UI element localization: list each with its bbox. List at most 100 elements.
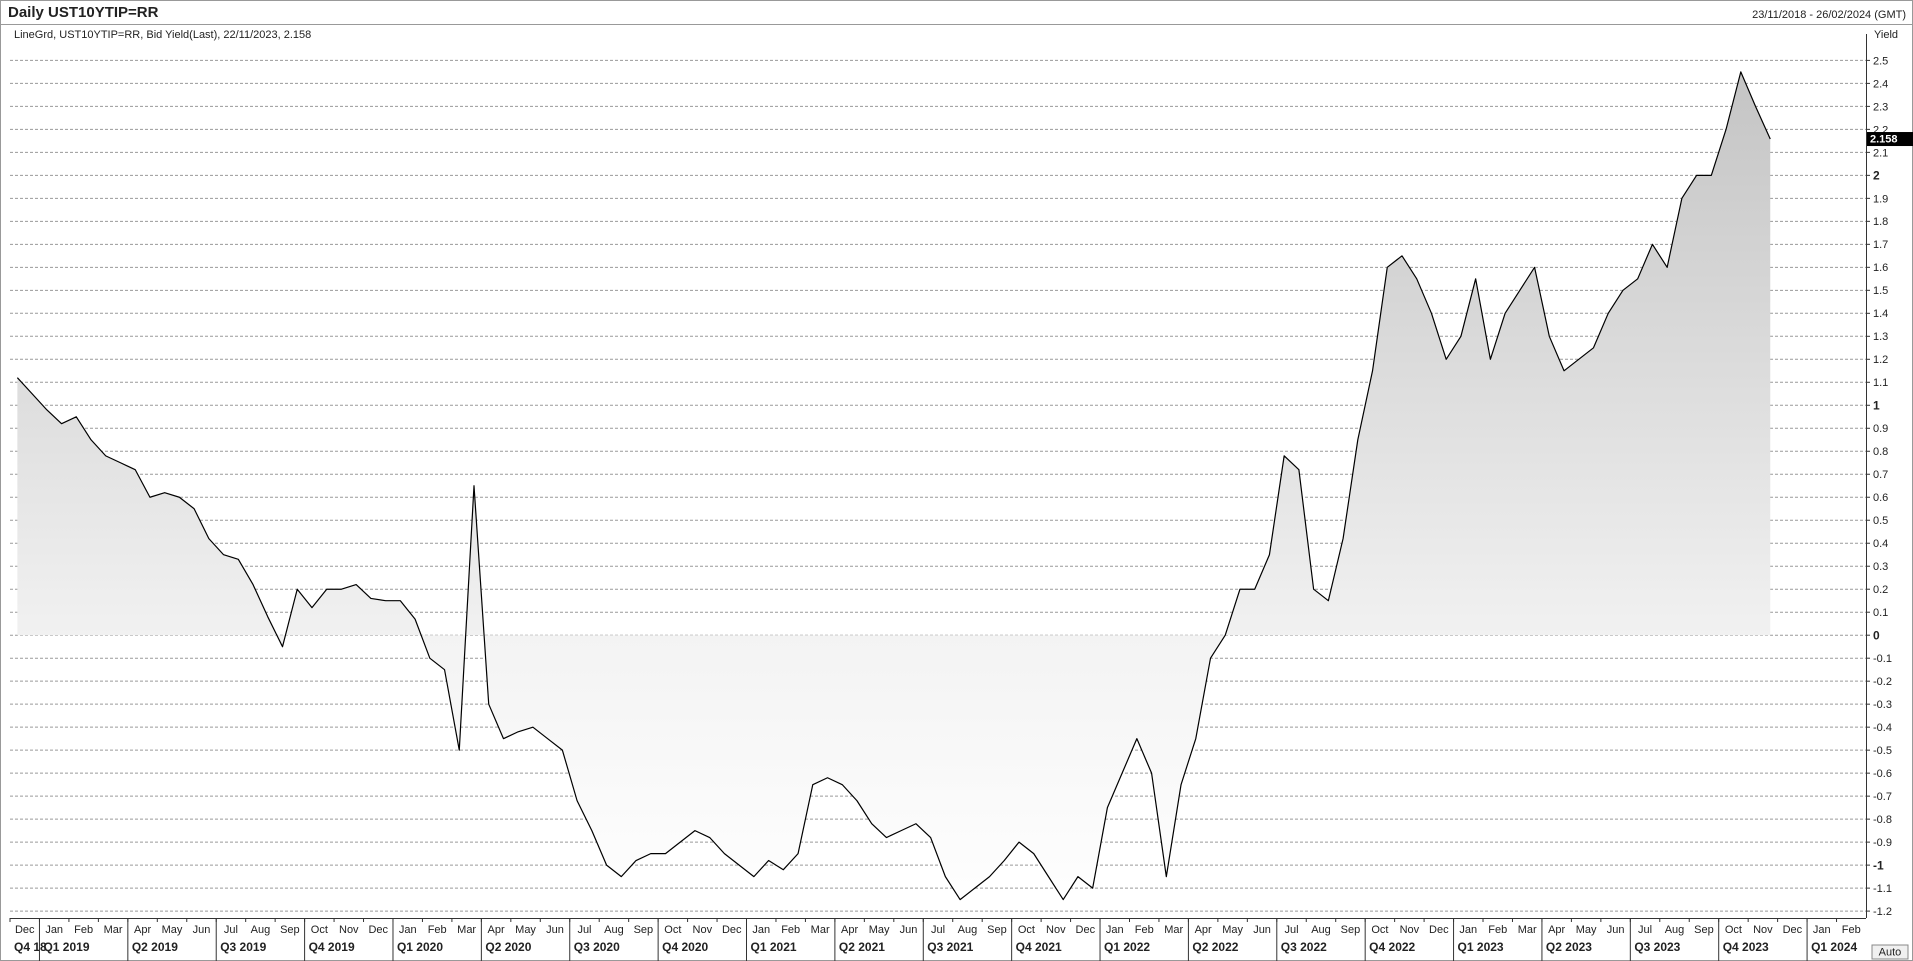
y-tick-label: 0.2 <box>1873 584 1888 596</box>
x-tick-label: Mar <box>104 924 123 936</box>
x-tick-label: Oct <box>1371 924 1388 936</box>
quarter-label: Q4 2021 <box>1016 940 1062 954</box>
quarter-label: Q4 2019 <box>309 940 355 954</box>
x-tick-label: Jul <box>1284 924 1298 936</box>
x-tick-label: Nov <box>1400 924 1420 936</box>
y-tick-label: 2.5 <box>1873 55 1888 67</box>
x-tick-label: Jul <box>224 924 238 936</box>
y-tick-label: -0.6 <box>1873 768 1892 780</box>
x-tick-label: Feb <box>74 924 93 936</box>
y-tick-label: 2.1 <box>1873 147 1888 159</box>
x-tick-label: Apr <box>1195 924 1212 936</box>
x-tick-label: Dec <box>1783 924 1803 936</box>
x-tick-label: May <box>1576 924 1597 936</box>
last-value-label: 2.158 <box>1870 133 1898 145</box>
quarter-label: Q3 2021 <box>927 940 973 954</box>
y-tick-label: 0.8 <box>1873 446 1888 458</box>
x-tick-label: Aug <box>251 924 271 936</box>
y-tick-label: 0.5 <box>1873 515 1888 527</box>
y-tick-label: -1.2 <box>1873 906 1892 918</box>
x-tick-label: Mar <box>1164 924 1183 936</box>
x-tick-label: Dec <box>1076 924 1096 936</box>
x-tick-label: Apr <box>841 924 858 936</box>
quarter-label: Q2 2019 <box>132 940 178 954</box>
auto-button[interactable] <box>1871 944 1909 960</box>
quarter-label: Q4 2020 <box>662 940 708 954</box>
x-tick-label: Feb <box>1135 924 1154 936</box>
x-tick-label: Feb <box>1488 924 1507 936</box>
y-tick-label: 1.9 <box>1873 193 1888 205</box>
y-tick-label: 2.3 <box>1873 101 1888 113</box>
y-tick-label: 0.7 <box>1873 469 1888 481</box>
quarter-label: Q4 18 <box>14 940 47 954</box>
line <box>16 71 1771 901</box>
x-tick-label: Dec <box>15 924 35 936</box>
quarter-label: Q1 2019 <box>43 940 89 954</box>
y-tick-label: 0.3 <box>1873 561 1888 573</box>
y-tick-label: 1.2 <box>1873 354 1888 366</box>
y-tick-label: -0.4 <box>1873 722 1892 734</box>
x-tick-label: Sep <box>1341 924 1361 936</box>
area <box>17 71 1771 900</box>
x-tick-label: Aug <box>604 924 624 936</box>
x-tick-label: May <box>1222 924 1243 936</box>
x-tick-label: Jan <box>399 924 417 936</box>
quarter-label: Q1 2021 <box>751 940 797 954</box>
x-tick-label: Jan <box>1813 924 1831 936</box>
y-tick-label: -0.7 <box>1873 791 1892 803</box>
quarter-label: Q4 2023 <box>1723 940 1769 954</box>
x-tick-label: Aug <box>1311 924 1331 936</box>
y-tick-label: 1.8 <box>1873 216 1888 228</box>
x-tick-label: Jul <box>931 924 945 936</box>
x-tick-label: Sep <box>280 924 300 936</box>
x-tick-label: Oct <box>664 924 681 936</box>
x-tick-label: Jan <box>1106 924 1124 936</box>
x-tick-label: Jan <box>1459 924 1477 936</box>
legend: LineGrd, UST10YTIP=RR, Bid Yield(Last), … <box>14 29 311 41</box>
x-tick-label: Aug <box>958 924 978 936</box>
x-tick-label: Jun <box>193 924 211 936</box>
x-tick-label: Dec <box>722 924 742 936</box>
quarter-label: Q2 2020 <box>485 940 531 954</box>
y-tick-label: 1.1 <box>1873 377 1888 389</box>
x-tick-label: Sep <box>634 924 654 936</box>
quarter-label: Q2 2021 <box>839 940 885 954</box>
y-tick-label: 0.9 <box>1873 423 1888 435</box>
x-tick-label: Jun <box>1607 924 1625 936</box>
x-tick-label: Feb <box>781 924 800 936</box>
y-tick-label: -0.5 <box>1873 745 1892 757</box>
plot: -1.2 -1.1 -1 -0.9 -0.8 -0.7 -0.6 -0.5 -0.4 -0.3 -0… <box>9 34 1892 961</box>
y-tick-label: -0.9 <box>1873 837 1892 849</box>
x-tick-label: Jun <box>900 924 918 936</box>
x-tick-label: Dec <box>1429 924 1449 936</box>
x-tick-label: Oct <box>1725 924 1742 936</box>
y-tick-label: 0.4 <box>1873 538 1888 550</box>
quarter-label: Q1 2022 <box>1104 940 1150 954</box>
y-tick-label: 1.4 <box>1873 308 1888 320</box>
x-tick-label: Nov <box>693 924 713 936</box>
y-tick-label: -0.1 <box>1873 653 1892 665</box>
chart-title: Daily UST10YTIP=RR <box>8 4 159 21</box>
x-tick-label: Oct <box>1018 924 1035 936</box>
quarter-label: Q1 2024 <box>1811 940 1857 954</box>
y-tick-label: 1.5 <box>1873 285 1888 297</box>
x-tick-label: May <box>162 924 183 936</box>
x-tick-label: Jun <box>546 924 564 936</box>
y-tick-label: -0.8 <box>1873 814 1892 826</box>
quarter-label: Q4 2022 <box>1369 940 1415 954</box>
x-tick-label: Aug <box>1665 924 1685 936</box>
y-tick-label: 1 <box>1873 398 1880 412</box>
quarter-label: Q3 2020 <box>574 940 620 954</box>
x-tick-label: Mar <box>811 924 830 936</box>
auto-button-label[interactable]: Auto <box>1879 946 1902 958</box>
x-tick-label: Nov <box>1753 924 1773 936</box>
x-tick-label: Sep <box>987 924 1007 936</box>
x-tick-label: Oct <box>311 924 328 936</box>
x-tick-label: Mar <box>1518 924 1537 936</box>
y-tick-label: -1 <box>1873 858 1884 872</box>
quarter-label: Q3 2019 <box>220 940 266 954</box>
y-tick-label: 1.6 <box>1873 262 1888 274</box>
x-tick-label: Feb <box>428 924 447 936</box>
